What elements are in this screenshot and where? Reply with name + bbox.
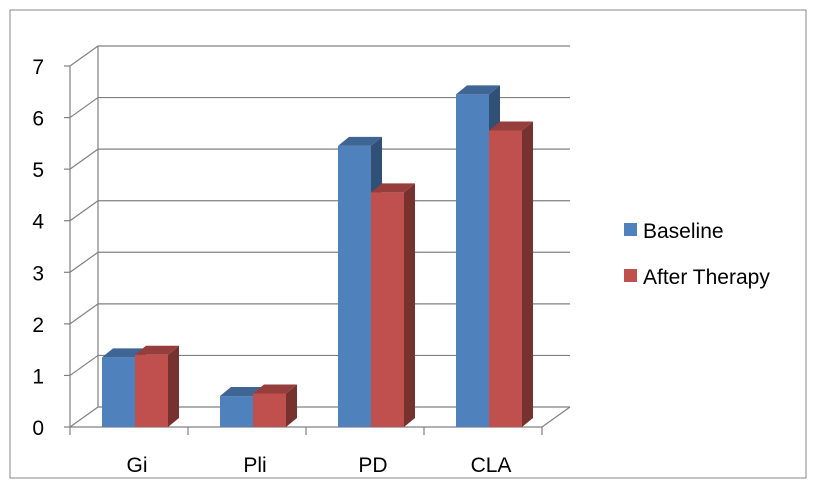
- legend-item-baseline: Baseline: [624, 220, 724, 243]
- legend-label-baseline: Baseline: [643, 220, 724, 243]
- bar-after-therapy-cla: [489, 121, 533, 427]
- bar-front: [253, 393, 286, 427]
- gridline-side: [69, 148, 99, 170]
- bar-side: [404, 183, 415, 427]
- y-tick-label: 1: [32, 365, 44, 388]
- bar-front: [371, 192, 404, 427]
- legend-label-after-therapy: After Therapy: [643, 266, 770, 289]
- gridline-side: [69, 406, 99, 428]
- bar-front: [456, 94, 489, 427]
- x-tick-label: CLA: [471, 454, 512, 477]
- bar-front: [102, 357, 135, 427]
- bar-front: [220, 396, 253, 427]
- y-tick-label: 2: [32, 314, 44, 337]
- bar-side: [168, 345, 179, 427]
- legend: Baseline After Therapy: [624, 220, 770, 289]
- gridline-side: [69, 97, 99, 119]
- bar-front: [338, 145, 371, 427]
- bars: [102, 85, 533, 427]
- bar-front: [135, 354, 168, 427]
- y-tick-label: 5: [32, 159, 44, 182]
- y-tick-label: 4: [32, 211, 44, 234]
- y-tick-label: 6: [32, 108, 44, 131]
- bar-after-therapy-pli: [253, 384, 297, 427]
- bar-top: [489, 121, 533, 131]
- gridline-side: [69, 354, 99, 376]
- legend-item-after-therapy: After Therapy: [624, 266, 770, 289]
- y-tick-label: 7: [32, 56, 44, 79]
- bar-top: [135, 345, 179, 355]
- legend-swatch-baseline: [624, 223, 637, 236]
- y-axis-ticks: 0 1 2 3 4 5 6 7: [32, 56, 70, 440]
- y-tick-label: 3: [32, 262, 44, 285]
- bar-after-therapy-pd: [371, 183, 415, 427]
- gridline-side: [69, 200, 99, 222]
- bar-top: [338, 136, 382, 146]
- floor-edge: [541, 406, 571, 428]
- gridline-side: [69, 303, 99, 325]
- x-axis-ticks: Gi Pli PD CLA: [69, 427, 543, 477]
- gridline-side: [69, 251, 99, 273]
- bar-after-therapy-gi: [135, 345, 179, 427]
- x-tick-label: Gi: [127, 454, 148, 477]
- x-tick-label: Pli: [243, 454, 266, 477]
- bar-top: [456, 85, 500, 95]
- gridline-side: [69, 45, 99, 67]
- bar-top: [371, 183, 415, 193]
- x-tick-label: PD: [358, 454, 387, 477]
- bar-front: [489, 130, 522, 427]
- bar-top: [253, 384, 297, 394]
- bar-side: [286, 384, 297, 427]
- legend-swatch-after-therapy: [624, 269, 637, 282]
- y-tick-label: 0: [32, 417, 44, 440]
- bar-side: [522, 121, 533, 427]
